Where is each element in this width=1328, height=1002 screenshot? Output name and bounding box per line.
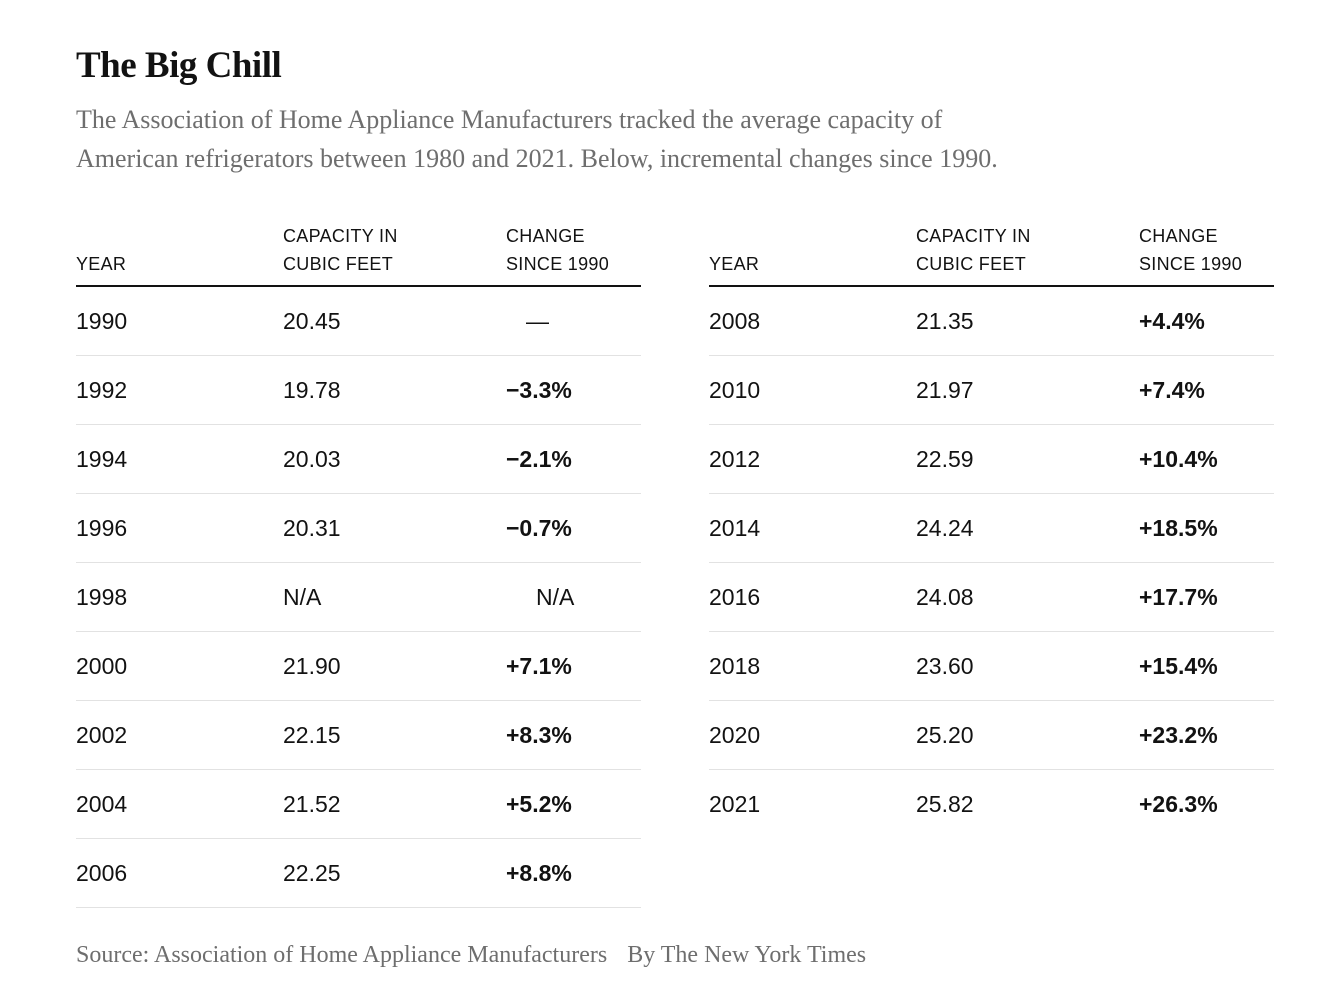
year-cell: 1996 — [76, 514, 128, 541]
change-cell: +8.3% — [506, 721, 572, 748]
table-row: 1992 19.78 −3.3% — [76, 356, 641, 425]
capacity-column-header: CAPACITY IN CUBIC FEET — [916, 222, 1139, 278]
table-row: 2020 25.20 +23.2% — [709, 701, 1274, 770]
subtitle-line-1: The Association of Home Appliance Manufa… — [76, 105, 943, 134]
capacity-cell: 20.45 — [283, 307, 341, 334]
table-row: 1994 20.03 −2.1% — [76, 425, 641, 494]
capacity-cell: 23.60 — [916, 652, 974, 679]
capacity-header-line1: CAPACITY IN — [283, 226, 398, 246]
year-header-label: YEAR — [76, 254, 127, 274]
change-cell: +26.3% — [1139, 790, 1218, 817]
capacity-header-line1: CAPACITY IN — [916, 226, 1031, 246]
capacity-cell: 20.03 — [283, 445, 341, 472]
year-cell: 2021 — [709, 790, 761, 817]
table-body-right: 2008 21.35 +4.4% 2010 21.97 +7.4% 2012 22.59 +10… — [709, 287, 1274, 838]
change-cell: −3.3% — [506, 376, 572, 403]
year-cell: 1998 — [76, 583, 128, 610]
capacity-cell: 19.78 — [283, 376, 341, 403]
change-cell: +18.5% — [1139, 514, 1218, 541]
table-row: 1990 20.45 — — [76, 287, 641, 356]
table-row: 2002 22.15 +8.3% — [76, 701, 641, 770]
table-row: 2012 22.59 +10.4% — [709, 425, 1274, 494]
page-subtitle: The Association of Home Appliance Manufa… — [76, 100, 998, 178]
year-column-header: YEAR — [709, 250, 916, 278]
year-cell: 2010 — [709, 376, 761, 403]
table-header: YEAR CAPACITY IN CUBIC FEET CHANGE SINCE… — [76, 222, 641, 287]
capacity-cell: 25.20 — [916, 721, 974, 748]
change-cell: +4.4% — [1139, 307, 1205, 334]
year-cell: 2006 — [76, 859, 128, 886]
change-cell: — — [526, 307, 549, 334]
year-cell: 2008 — [709, 307, 761, 334]
tables-container: YEAR CAPACITY IN CUBIC FEET CHANGE SINCE… — [76, 222, 1274, 908]
change-header-line2: SINCE 1990 — [1139, 254, 1243, 274]
capacity-cell: 25.82 — [916, 790, 974, 817]
change-cell: +23.2% — [1139, 721, 1218, 748]
table-row: 2018 23.60 +15.4% — [709, 632, 1274, 701]
year-cell: 2014 — [709, 514, 761, 541]
year-cell: 2012 — [709, 445, 761, 472]
table-row: 1996 20.31 −0.7% — [76, 494, 641, 563]
capacity-cell: 21.35 — [916, 307, 974, 334]
change-cell: −2.1% — [506, 445, 572, 472]
table-header: YEAR CAPACITY IN CUBIC FEET CHANGE SINCE… — [709, 222, 1274, 287]
capacity-cell: 22.15 — [283, 721, 341, 748]
table-row: 2016 24.08 +17.7% — [709, 563, 1274, 632]
capacity-cell: 22.25 — [283, 859, 341, 886]
change-column-header: CHANGE SINCE 1990 — [506, 222, 641, 278]
capacity-table-left: YEAR CAPACITY IN CUBIC FEET CHANGE SINCE… — [76, 222, 641, 908]
year-cell: 2004 — [76, 790, 128, 817]
capacity-cell: 22.59 — [916, 445, 974, 472]
table-row: 2021 25.82 +26.3% — [709, 770, 1274, 838]
subtitle-line-2: American refrigerators between 1980 and … — [76, 144, 998, 173]
year-cell: 2018 — [709, 652, 761, 679]
change-cell: +17.7% — [1139, 583, 1218, 610]
year-header-label: YEAR — [709, 254, 760, 274]
table-footer: Source: Association of Home Appliance Ma… — [76, 942, 866, 969]
page-title: The Big Chill — [76, 45, 282, 86]
capacity-header-line2: CUBIC FEET — [283, 254, 394, 274]
capacity-table-right: YEAR CAPACITY IN CUBIC FEET CHANGE SINCE… — [709, 222, 1274, 908]
capacity-cell: N/A — [283, 583, 322, 610]
table-body-left: 1990 20.45—1992 19.78 −3.3% 1994 20.03 −2.1% 19… — [76, 287, 641, 908]
change-cell: +10.4% — [1139, 445, 1218, 472]
capacity-cell: 21.52 — [283, 790, 341, 817]
change-cell: −0.7% — [506, 514, 572, 541]
year-cell: 2000 — [76, 652, 128, 679]
year-cell: 2002 — [76, 721, 128, 748]
capacity-header-line2: CUBIC FEET — [916, 254, 1027, 274]
table-row: 2010 21.97 +7.4% — [709, 356, 1274, 425]
byline: By The New York Times — [627, 942, 867, 968]
capacity-cell: 21.90 — [283, 652, 341, 679]
table-row: 2004 21.52 +5.2% — [76, 770, 641, 839]
capacity-cell: 24.08 — [916, 583, 974, 610]
change-header-line1: CHANGE — [506, 226, 585, 246]
table-row: 1998 N/A N/A — [76, 563, 641, 632]
year-cell: 1994 — [76, 445, 128, 472]
table-row: 2006 22.25 +8.8% — [76, 839, 641, 908]
change-column-header: CHANGE SINCE 1990 — [1139, 222, 1274, 278]
table-row: 2000 21.90 +7.1% — [76, 632, 641, 701]
capacity-cell: 24.24 — [916, 514, 974, 541]
change-cell: +7.4% — [1139, 376, 1205, 403]
capacity-column-header: CAPACITY IN CUBIC FEET — [283, 222, 506, 278]
change-cell: +5.2% — [506, 790, 572, 817]
change-header-line2: SINCE 1990 — [506, 254, 610, 274]
change-cell: +15.4% — [1139, 652, 1218, 679]
change-cell: +8.8% — [506, 859, 572, 886]
source-credit: Source: Association of Home Appliance Ma… — [76, 942, 608, 968]
capacity-cell: 20.31 — [283, 514, 341, 541]
change-header-line1: CHANGE — [1139, 226, 1218, 246]
year-cell: 1990 — [76, 307, 128, 334]
year-cell: 2016 — [709, 583, 761, 610]
year-cell: 1992 — [76, 376, 128, 403]
change-cell: +7.1% — [506, 652, 572, 679]
change-cell: N/A — [536, 583, 575, 610]
capacity-cell: 21.97 — [916, 376, 974, 403]
table-row: 2014 24.24 +18.5% — [709, 494, 1274, 563]
year-column-header: YEAR — [76, 250, 283, 278]
table-row: 2008 21.35 +4.4% — [709, 287, 1274, 356]
year-cell: 2020 — [709, 721, 761, 748]
